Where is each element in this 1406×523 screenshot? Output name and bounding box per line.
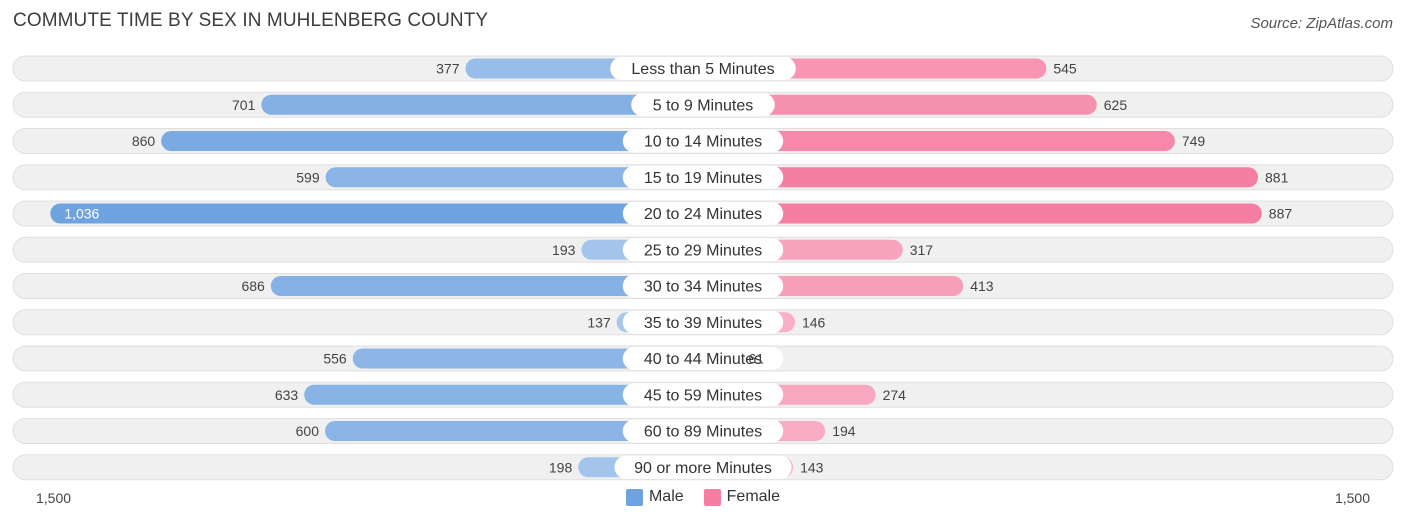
value-label-male: 1,036 bbox=[64, 206, 99, 222]
value-label-male: 556 bbox=[323, 351, 347, 367]
value-label-male: 198 bbox=[549, 459, 573, 475]
value-label-female: 146 bbox=[802, 314, 826, 330]
category-label-pill bbox=[622, 274, 784, 298]
bar-female bbox=[703, 94, 1097, 115]
chart-source: Source: ZipAtlas.com bbox=[1250, 15, 1393, 32]
value-label-male: 137 bbox=[587, 314, 611, 330]
category-label: 40 to 44 Minutes bbox=[644, 351, 762, 368]
category-label-pill bbox=[614, 455, 792, 479]
bar-male bbox=[304, 384, 703, 405]
category-label-pill bbox=[610, 57, 796, 80]
value-label-male: 377 bbox=[436, 61, 460, 77]
value-label-male: 701 bbox=[232, 97, 256, 113]
bar-female bbox=[703, 203, 1262, 224]
category-label-pill bbox=[622, 419, 784, 443]
bar-female bbox=[703, 167, 1259, 188]
value-label-male: 686 bbox=[241, 278, 265, 294]
chart-plot: Less than 5 Minutes 377 545 5 to 9 Minutes 7… bbox=[12, 55, 1394, 481]
value-label-female: 887 bbox=[1269, 206, 1293, 222]
category-label-pill bbox=[622, 129, 784, 153]
chart-title: COMMUTE TIME BY SEX IN MUHLENBERG COUNTY bbox=[13, 10, 489, 31]
bar-male bbox=[325, 167, 703, 188]
bar-female bbox=[703, 131, 1175, 151]
bar-male bbox=[261, 94, 703, 115]
category-label-pill bbox=[622, 202, 784, 225]
category-label-pill bbox=[622, 238, 784, 262]
bar-male bbox=[325, 421, 703, 441]
value-label-male: 599 bbox=[296, 169, 320, 185]
value-label-female: 274 bbox=[883, 387, 907, 403]
category-label-pill bbox=[622, 347, 784, 370]
value-label-male: 633 bbox=[275, 387, 299, 403]
category-label: 90 or more Minutes bbox=[634, 460, 772, 477]
value-label-female: 625 bbox=[1104, 97, 1128, 113]
legend-item-male: Male bbox=[625, 488, 684, 506]
category-label: 45 to 59 Minutes bbox=[644, 387, 762, 404]
bar-male bbox=[352, 348, 703, 369]
axis-label-right: 1,500 bbox=[1334, 490, 1370, 506]
legend-swatch-female bbox=[703, 488, 721, 506]
value-label-male: 860 bbox=[132, 133, 156, 149]
value-label-female: 749 bbox=[1182, 133, 1206, 149]
category-label: 25 to 29 Minutes bbox=[644, 242, 762, 259]
bar-male bbox=[161, 131, 703, 151]
bar-male bbox=[270, 276, 703, 296]
category-label: 5 to 9 Minutes bbox=[653, 97, 754, 114]
legend-item-female: Female bbox=[703, 488, 781, 506]
category-label-pill bbox=[622, 165, 784, 189]
category-label-pill bbox=[631, 93, 775, 117]
category-label: Less than 5 Minutes bbox=[631, 61, 774, 78]
legend-label-female: Female bbox=[726, 488, 781, 505]
category-label: 35 to 39 Minutes bbox=[644, 315, 762, 332]
value-label-female: 545 bbox=[1053, 61, 1077, 77]
category-label: 60 to 89 Minutes bbox=[644, 424, 762, 441]
legend-swatch-male bbox=[625, 488, 643, 506]
value-label-female: 61 bbox=[748, 351, 764, 367]
category-label: 30 to 34 Minutes bbox=[644, 279, 762, 296]
value-label-female: 317 bbox=[910, 242, 934, 258]
category-label: 10 to 14 Minutes bbox=[644, 134, 762, 151]
category-label-pill bbox=[622, 310, 784, 334]
chart-legend: Male Female bbox=[0, 488, 1406, 506]
category-label-pill bbox=[622, 383, 784, 407]
value-label-female: 881 bbox=[1265, 169, 1289, 185]
category-label: 20 to 24 Minutes bbox=[644, 206, 762, 223]
bar-male bbox=[50, 203, 703, 224]
value-label-female: 143 bbox=[800, 459, 824, 475]
value-label-male: 193 bbox=[552, 242, 576, 258]
value-label-female: 413 bbox=[970, 278, 994, 294]
legend-label-male: Male bbox=[648, 488, 684, 505]
value-label-female: 194 bbox=[832, 423, 856, 439]
value-label-male: 600 bbox=[296, 423, 320, 439]
axis-label-left: 1,500 bbox=[36, 490, 72, 506]
category-label: 15 to 19 Minutes bbox=[644, 170, 762, 187]
